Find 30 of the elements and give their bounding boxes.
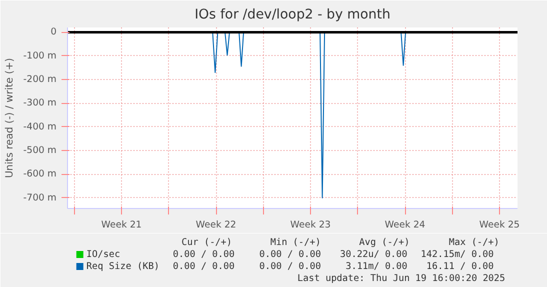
text: 0.00 / 0.00 [259,249,322,260]
text: Max (-/+) [448,237,500,248]
text: 0.00 / 0.00 [259,261,322,272]
y-tick-label: -500 m [23,145,57,156]
text: Avg (-/+) [359,237,410,248]
text: 30.22u/ 0.00 [340,249,408,260]
chart-title: IOs for /dev/loop2 - by month [194,8,390,22]
text: 0.00 / 0.00 [172,261,236,272]
text: Min (-/+) [270,237,321,248]
x-tick-label: Week 23 [290,220,331,230]
text: 3.11m/ 0.00 [346,261,408,272]
text: 0.00 / 0.00 [172,249,236,260]
y-tick-label: -300 m [23,98,57,109]
legend-label: Req Size (KB) [86,261,160,272]
x-tick-label: Week 21 [101,220,142,230]
y-tick-label: -400 m [23,121,57,132]
x-tick-label: Week 22 [196,220,236,230]
legend-label: IO/sec [86,249,120,260]
y-tick-label: -100 m [23,50,57,62]
y-tick-label: 0 [50,26,57,38]
text: Cur (-/+) [181,237,232,248]
text: 142.15m/ 0.00 [420,249,494,260]
text: 16.11 / 0.00 [426,261,494,272]
text: Last update: Thu Jun 19 16:00:20 2025 [297,273,506,284]
y-tick-label: -700 m [23,192,57,204]
x-tick-label: Week 24 [384,220,426,230]
y-axis-title: Units read (-) / write (+) [4,58,16,178]
x-tick-label: Week 25 [479,220,520,230]
y-tick-label: -200 m [23,74,57,86]
y-tick-label: -600 m [23,168,57,180]
